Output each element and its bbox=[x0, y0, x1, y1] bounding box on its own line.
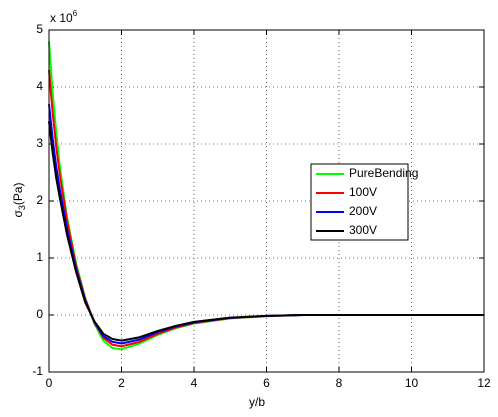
x-tick-label: 12 bbox=[477, 376, 491, 390]
y-tick-label: 5 bbox=[36, 22, 43, 36]
y-axis-label: σ3(Pa) bbox=[11, 182, 27, 217]
legend: PureBending 100V 200V 300V bbox=[310, 163, 418, 241]
y-label-main: σ bbox=[11, 210, 25, 218]
legend-label: PureBending bbox=[349, 166, 418, 180]
x-tick-label: 10 bbox=[405, 376, 419, 390]
line-series bbox=[48, 121, 484, 342]
y-tick-label: 1 bbox=[36, 250, 43, 264]
y-scale-label: x 106 bbox=[50, 9, 78, 25]
x-tick-label: 8 bbox=[336, 376, 343, 390]
x-tick-label: 2 bbox=[118, 376, 125, 390]
x-tick-label: 4 bbox=[191, 376, 198, 390]
y-scale-exponent: 6 bbox=[73, 9, 78, 18]
y-tick-label: 4 bbox=[36, 79, 43, 93]
y-tick-label: 3 bbox=[36, 136, 43, 150]
legend-label: 200V bbox=[349, 204, 377, 218]
y-label-sub: 3 bbox=[17, 205, 27, 210]
legend-label: 300V bbox=[349, 223, 377, 237]
legend-label: 100V bbox=[349, 185, 377, 199]
x-axis-label: y/b bbox=[249, 395, 265, 409]
y-axis-label-text: σ3(Pa) bbox=[11, 182, 27, 217]
legend-box bbox=[310, 163, 409, 241]
y-label-unit: (Pa) bbox=[11, 182, 25, 205]
x-tick-label: 0 bbox=[46, 376, 53, 390]
y-scale-base: x 10 bbox=[50, 11, 73, 25]
plot-frame bbox=[48, 29, 485, 373]
y-tick-label: 2 bbox=[36, 193, 43, 207]
x-tick-label: 6 bbox=[263, 376, 270, 390]
y-tick-label: -1 bbox=[32, 364, 43, 378]
y-tick-label: 0 bbox=[36, 307, 43, 321]
